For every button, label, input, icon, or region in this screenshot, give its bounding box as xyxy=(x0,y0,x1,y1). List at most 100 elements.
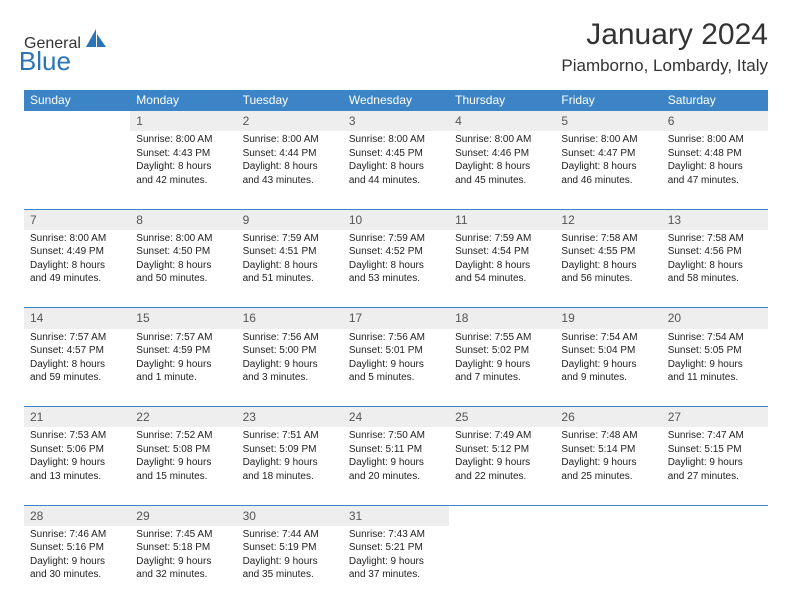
day-content-cell: Sunrise: 8:00 AMSunset: 4:43 PMDaylight:… xyxy=(130,131,236,209)
day-cell-text: Sunrise: 7:56 AMSunset: 5:00 PMDaylight:… xyxy=(237,329,343,391)
day-content-cell xyxy=(24,131,130,209)
day-content-cell: Sunrise: 8:00 AMSunset: 4:44 PMDaylight:… xyxy=(237,131,343,209)
day-number-cell: 24 xyxy=(343,407,449,428)
day-content-cell: Sunrise: 7:49 AMSunset: 5:12 PMDaylight:… xyxy=(449,427,555,505)
day-content-cell: Sunrise: 7:46 AMSunset: 5:16 PMDaylight:… xyxy=(24,526,130,604)
day-cell-text: Sunrise: 7:48 AMSunset: 5:14 PMDaylight:… xyxy=(555,427,661,489)
day-number-cell: 13 xyxy=(662,209,768,230)
day-content-cell: Sunrise: 7:58 AMSunset: 4:56 PMDaylight:… xyxy=(662,230,768,308)
day-content-cell xyxy=(662,526,768,604)
day-cell-text: Sunrise: 7:51 AMSunset: 5:09 PMDaylight:… xyxy=(237,427,343,489)
day-number-cell: 3 xyxy=(343,111,449,132)
day-cell-text: Sunrise: 7:58 AMSunset: 4:55 PMDaylight:… xyxy=(555,230,661,292)
day-number-cell: 17 xyxy=(343,308,449,329)
day-number-cell: 29 xyxy=(130,505,236,526)
day-number-cell: 18 xyxy=(449,308,555,329)
day-number-cell: 23 xyxy=(237,407,343,428)
day-content-cell: Sunrise: 7:43 AMSunset: 5:21 PMDaylight:… xyxy=(343,526,449,604)
day-number-cell: 21 xyxy=(24,407,130,428)
day-cell-text: Sunrise: 7:59 AMSunset: 4:54 PMDaylight:… xyxy=(449,230,555,292)
day-cell-text: Sunrise: 8:00 AMSunset: 4:48 PMDaylight:… xyxy=(662,131,768,193)
day-content-cell: Sunrise: 7:57 AMSunset: 4:57 PMDaylight:… xyxy=(24,329,130,407)
calendar-body: 123456Sunrise: 8:00 AMSunset: 4:43 PMDay… xyxy=(24,111,768,604)
day-content-row: Sunrise: 8:00 AMSunset: 4:43 PMDaylight:… xyxy=(24,131,768,209)
location: Piamborno, Lombardy, Italy xyxy=(561,56,768,76)
day-content-cell: Sunrise: 7:47 AMSunset: 5:15 PMDaylight:… xyxy=(662,427,768,505)
month-title: January 2024 xyxy=(561,18,768,52)
day-cell-text: Sunrise: 8:00 AMSunset: 4:50 PMDaylight:… xyxy=(130,230,236,292)
daynum-row: 21222324252627 xyxy=(24,407,768,428)
weekday-header-row: Sunday Monday Tuesday Wednesday Thursday… xyxy=(24,90,768,111)
day-content-cell: Sunrise: 7:56 AMSunset: 5:01 PMDaylight:… xyxy=(343,329,449,407)
day-cell-text: Sunrise: 8:00 AMSunset: 4:46 PMDaylight:… xyxy=(449,131,555,193)
day-number-cell: 5 xyxy=(555,111,661,132)
day-content-cell: Sunrise: 7:57 AMSunset: 4:59 PMDaylight:… xyxy=(130,329,236,407)
day-number-cell: 11 xyxy=(449,209,555,230)
day-content-cell: Sunrise: 7:59 AMSunset: 4:54 PMDaylight:… xyxy=(449,230,555,308)
day-cell-text: Sunrise: 7:43 AMSunset: 5:21 PMDaylight:… xyxy=(343,526,449,588)
day-content-cell: Sunrise: 7:45 AMSunset: 5:18 PMDaylight:… xyxy=(130,526,236,604)
calendar-table: Sunday Monday Tuesday Wednesday Thursday… xyxy=(24,90,768,604)
day-cell-text: Sunrise: 7:59 AMSunset: 4:52 PMDaylight:… xyxy=(343,230,449,292)
day-content-cell: Sunrise: 7:55 AMSunset: 5:02 PMDaylight:… xyxy=(449,329,555,407)
day-cell-text: Sunrise: 7:56 AMSunset: 5:01 PMDaylight:… xyxy=(343,329,449,391)
daynum-row: 28293031 xyxy=(24,505,768,526)
day-cell-text: Sunrise: 7:49 AMSunset: 5:12 PMDaylight:… xyxy=(449,427,555,489)
day-number-cell: 16 xyxy=(237,308,343,329)
weekday-header: Thursday xyxy=(449,90,555,111)
day-number-cell: 19 xyxy=(555,308,661,329)
day-number-cell: 15 xyxy=(130,308,236,329)
day-number-cell: 9 xyxy=(237,209,343,230)
day-content-cell: Sunrise: 7:54 AMSunset: 5:04 PMDaylight:… xyxy=(555,329,661,407)
day-number-cell: 4 xyxy=(449,111,555,132)
day-content-cell: Sunrise: 8:00 AMSunset: 4:47 PMDaylight:… xyxy=(555,131,661,209)
day-content-cell: Sunrise: 8:00 AMSunset: 4:49 PMDaylight:… xyxy=(24,230,130,308)
day-cell-text: Sunrise: 8:00 AMSunset: 4:47 PMDaylight:… xyxy=(555,131,661,193)
day-number-cell: 7 xyxy=(24,209,130,230)
day-number-cell: 8 xyxy=(130,209,236,230)
weekday-header: Monday xyxy=(130,90,236,111)
logo: General Blue xyxy=(24,24,163,55)
daynum-row: 78910111213 xyxy=(24,209,768,230)
day-content-row: Sunrise: 7:46 AMSunset: 5:16 PMDaylight:… xyxy=(24,526,768,604)
day-cell-text: Sunrise: 7:57 AMSunset: 4:59 PMDaylight:… xyxy=(130,329,236,391)
day-cell-text: Sunrise: 7:45 AMSunset: 5:18 PMDaylight:… xyxy=(130,526,236,588)
day-cell-text: Sunrise: 7:58 AMSunset: 4:56 PMDaylight:… xyxy=(662,230,768,292)
day-cell-text: Sunrise: 7:52 AMSunset: 5:08 PMDaylight:… xyxy=(130,427,236,489)
day-content-cell: Sunrise: 8:00 AMSunset: 4:45 PMDaylight:… xyxy=(343,131,449,209)
day-content-cell xyxy=(555,526,661,604)
daynum-row: 123456 xyxy=(24,111,768,132)
day-content-row: Sunrise: 7:53 AMSunset: 5:06 PMDaylight:… xyxy=(24,427,768,505)
day-number-cell: 1 xyxy=(130,111,236,132)
day-content-cell: Sunrise: 7:59 AMSunset: 4:52 PMDaylight:… xyxy=(343,230,449,308)
day-content-cell: Sunrise: 8:00 AMSunset: 4:50 PMDaylight:… xyxy=(130,230,236,308)
day-cell-text: Sunrise: 7:47 AMSunset: 5:15 PMDaylight:… xyxy=(662,427,768,489)
day-cell-text: Sunrise: 7:55 AMSunset: 5:02 PMDaylight:… xyxy=(449,329,555,391)
day-cell-text: Sunrise: 7:46 AMSunset: 5:16 PMDaylight:… xyxy=(24,526,130,588)
title-block: January 2024 Piamborno, Lombardy, Italy xyxy=(561,18,768,76)
day-number-cell: 22 xyxy=(130,407,236,428)
day-number-cell: 10 xyxy=(343,209,449,230)
day-number-cell xyxy=(555,505,661,526)
day-number-cell: 28 xyxy=(24,505,130,526)
day-content-cell: Sunrise: 7:53 AMSunset: 5:06 PMDaylight:… xyxy=(24,427,130,505)
day-content-cell: Sunrise: 7:51 AMSunset: 5:09 PMDaylight:… xyxy=(237,427,343,505)
weekday-header: Tuesday xyxy=(237,90,343,111)
day-number-cell: 30 xyxy=(237,505,343,526)
day-content-cell: Sunrise: 7:56 AMSunset: 5:00 PMDaylight:… xyxy=(237,329,343,407)
day-content-cell: Sunrise: 7:50 AMSunset: 5:11 PMDaylight:… xyxy=(343,427,449,505)
day-content-cell: Sunrise: 7:59 AMSunset: 4:51 PMDaylight:… xyxy=(237,230,343,308)
day-cell-text: Sunrise: 7:44 AMSunset: 5:19 PMDaylight:… xyxy=(237,526,343,588)
day-cell-text: Sunrise: 8:00 AMSunset: 4:45 PMDaylight:… xyxy=(343,131,449,193)
day-content-cell: Sunrise: 7:52 AMSunset: 5:08 PMDaylight:… xyxy=(130,427,236,505)
logo-text-blue: Blue xyxy=(19,46,71,77)
day-content-row: Sunrise: 7:57 AMSunset: 4:57 PMDaylight:… xyxy=(24,329,768,407)
day-content-cell: Sunrise: 7:48 AMSunset: 5:14 PMDaylight:… xyxy=(555,427,661,505)
weekday-header: Friday xyxy=(555,90,661,111)
day-number-cell xyxy=(24,111,130,132)
weekday-header: Wednesday xyxy=(343,90,449,111)
day-cell-text: Sunrise: 8:00 AMSunset: 4:44 PMDaylight:… xyxy=(237,131,343,193)
day-cell-text: Sunrise: 8:00 AMSunset: 4:49 PMDaylight:… xyxy=(24,230,130,292)
sail-icon xyxy=(85,28,107,53)
weekday-header: Sunday xyxy=(24,90,130,111)
